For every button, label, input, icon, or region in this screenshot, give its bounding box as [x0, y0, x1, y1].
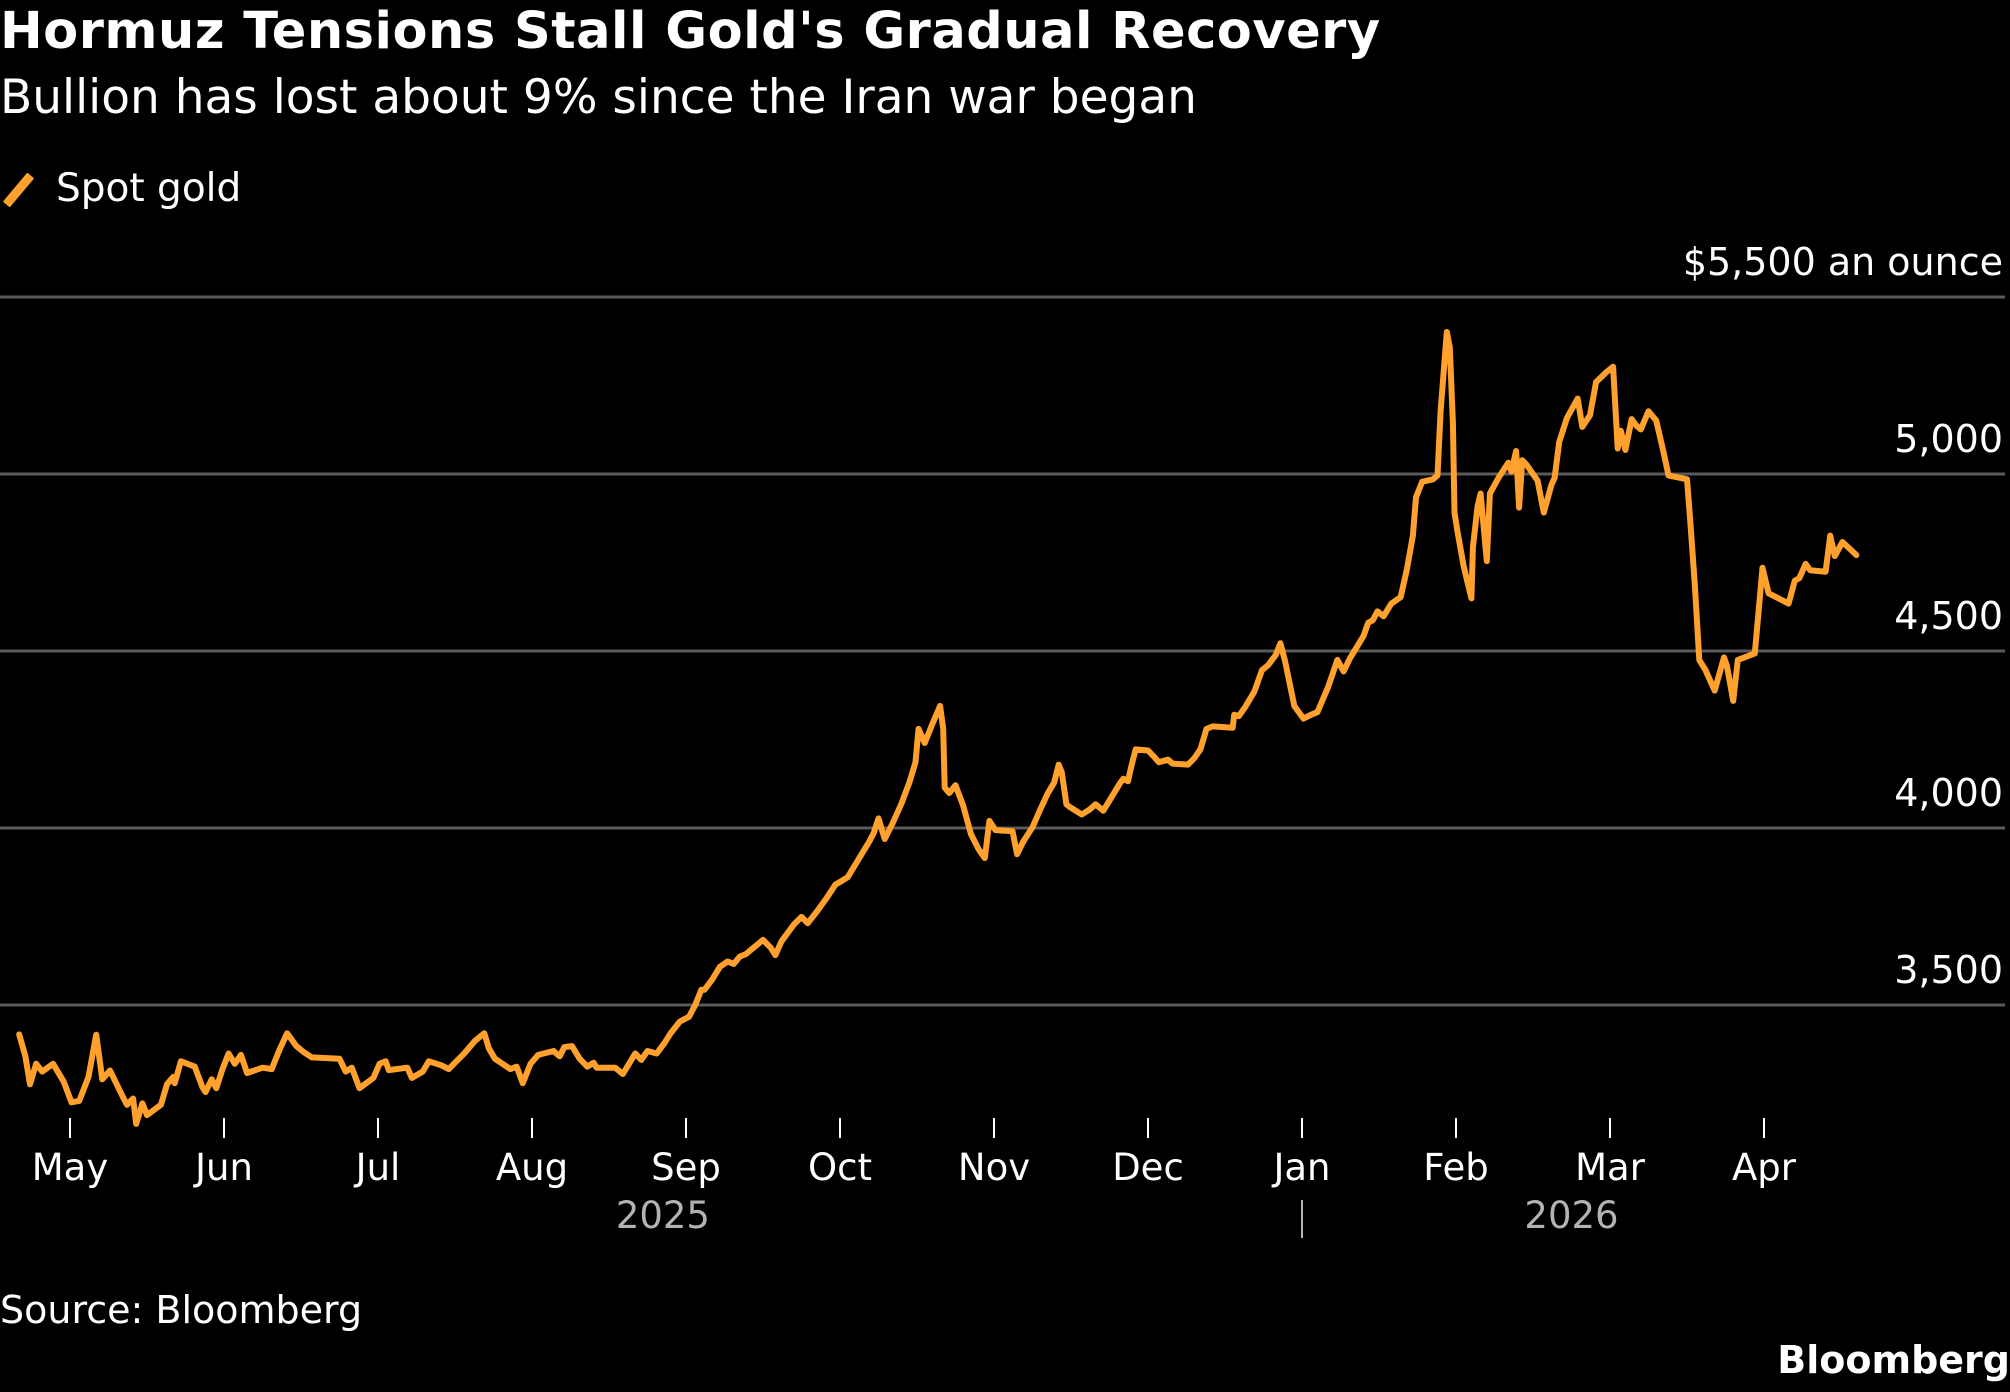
y-axis-labels: 3,500 4,000 4,500 5,000 $5,500 an ounce [1683, 240, 2003, 992]
chart-title: Hormuz Tensions Stall Gold's Gradual Rec… [0, 2, 1381, 61]
year-label: 2025 [616, 1194, 710, 1237]
x-tick-label: Jul [354, 1146, 401, 1189]
y-tick-label: $5,500 an ounce [1683, 240, 2003, 284]
y-tick-label: 4,500 [1894, 594, 2003, 638]
x-tick-label: Oct [808, 1146, 872, 1189]
x-tick-label: Sep [651, 1146, 721, 1189]
y-tick-label: 5,000 [1894, 417, 2003, 461]
source-note: Source: Bloomberg [0, 1288, 363, 1332]
x-tick-label: Jun [193, 1146, 253, 1189]
x-tick-label: Nov [958, 1146, 1030, 1189]
y-tick-label: 4,000 [1894, 771, 2003, 815]
x-axis: May Jun Jul Aug Sep Oct Nov Dec Jan Feb Mar Apr 2025… [32, 1118, 1797, 1238]
legend: Spot gold [0, 166, 241, 211]
x-tick-label: Mar [1575, 1146, 1646, 1189]
year-label: 2026 [1524, 1194, 1618, 1237]
x-tick-label: May [32, 1146, 109, 1189]
x-tick-label: Feb [1423, 1146, 1489, 1189]
x-tick-label: Apr [1732, 1146, 1797, 1189]
y-tick-label: 3,500 [1894, 948, 2003, 992]
x-tick-label: Dec [1112, 1146, 1184, 1189]
gridlines [0, 295, 2005, 1007]
legend-label: Spot gold [56, 166, 242, 211]
x-tick-label: Jan [1271, 1146, 1330, 1189]
chart-subtitle: Bullion has lost about 9% since the Iran… [0, 70, 1197, 125]
series-layer [16, 329, 1860, 1127]
series-line-spot-gold [16, 329, 1860, 1127]
x-tick-label: Aug [496, 1146, 568, 1189]
brand-logo: Bloomberg [1777, 1338, 2010, 1382]
